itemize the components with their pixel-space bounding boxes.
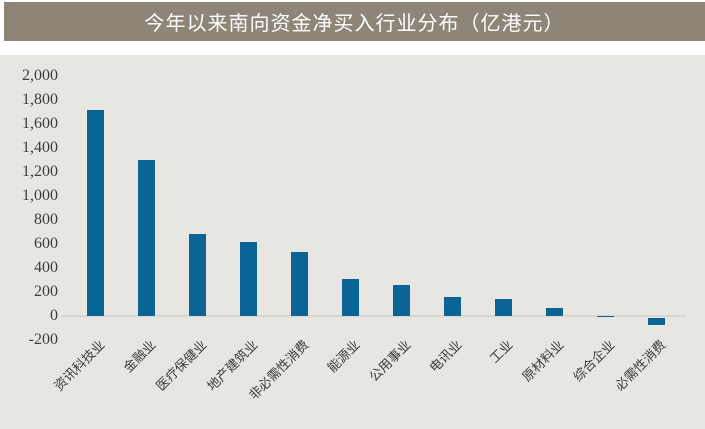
bar-5	[342, 278, 359, 316]
bar-9	[546, 307, 563, 316]
bar-0	[87, 109, 104, 316]
y-tick-1400: 1,400	[22, 139, 58, 156]
y-tick-200: 200	[34, 283, 58, 300]
bar-6	[393, 285, 410, 316]
y-tick-0: 0	[50, 307, 58, 324]
y-tick-1800: 1,800	[22, 91, 58, 108]
chart-title-banner: 今年以来南向资金净买入行业分布（亿港元）	[4, 2, 705, 41]
plot-background	[0, 55, 705, 429]
y-tick-1000: 1,000	[22, 187, 58, 204]
chart-title: 今年以来南向资金净买入行业分布（亿港元）	[144, 13, 565, 35]
y-tick--200: -200	[28, 331, 58, 348]
y-tick-400: 400	[34, 259, 58, 276]
bar-8	[495, 299, 512, 316]
bar-11	[648, 318, 665, 325]
bar-7	[444, 297, 461, 316]
y-tick-600: 600	[34, 235, 58, 252]
bar-4	[291, 251, 308, 316]
y-tick-1200: 1,200	[22, 163, 58, 180]
x-axis-line	[62, 315, 686, 317]
y-tick-1600: 1,600	[22, 115, 58, 132]
bar-1	[138, 160, 155, 316]
bar-3	[240, 242, 257, 316]
y-tick-2000: 2,000	[22, 67, 58, 84]
y-tick-800: 800	[34, 211, 58, 228]
bar-2	[189, 234, 206, 316]
